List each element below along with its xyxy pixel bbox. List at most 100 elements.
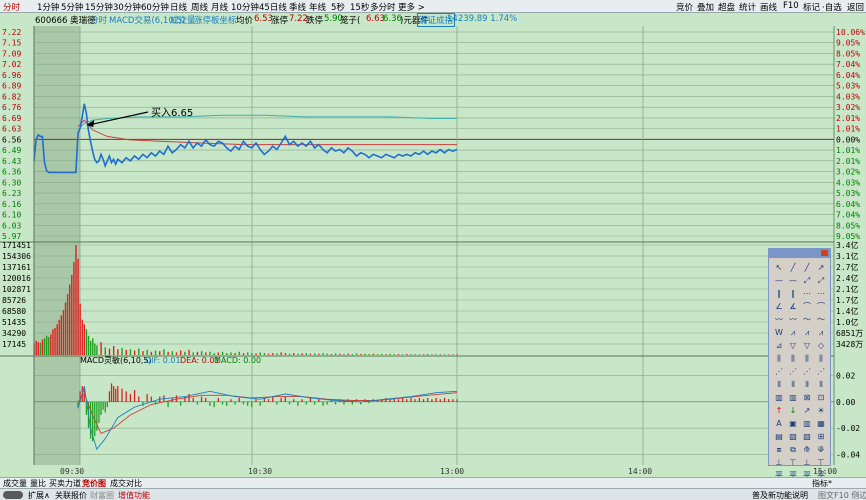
status-item-3[interactable]: 增值功能 <box>118 491 150 500</box>
draw-tool-14[interactable]: ⌒ <box>803 302 811 311</box>
toolbar-right-item-7[interactable]: ·自选 <box>822 3 842 13</box>
toolbar-right-item-1[interactable]: 叠加 <box>697 3 715 13</box>
draw-tool-10[interactable]: ⋯ <box>803 289 811 298</box>
draw-tool-38[interactable]: ⫴ <box>805 380 809 389</box>
period-tab-15[interactable]: 多分时 <box>370 3 396 13</box>
draw-tool-48[interactable]: A <box>776 419 782 428</box>
toolbar-right-item-3[interactable]: 统计 <box>739 3 757 13</box>
tab-volume[interactable]: 成交量 <box>170 16 196 26</box>
status-right-item-0[interactable]: 普及新功能说明 <box>752 491 808 500</box>
period-tab-11[interactable]: 季线 <box>289 3 307 13</box>
draw-tool-60[interactable]: ⊥ <box>775 458 783 467</box>
draw-tool-44[interactable]: ↑ <box>775 406 783 415</box>
period-tab-10[interactable]: 45日线 <box>259 3 287 13</box>
draw-tool-26[interactable]: ▽ <box>803 341 811 350</box>
toolbar-right-item-4[interactable]: 画线 <box>760 3 778 13</box>
toolbar-right-item-5[interactable]: F10 <box>783 1 799 11</box>
draw-tool-42[interactable]: ⊠ <box>803 393 811 402</box>
period-tab-8[interactable]: 月线 <box>211 3 229 13</box>
draw-tool-62[interactable]: ⊥ <box>803 458 811 467</box>
draw-tool-3[interactable]: ↗ <box>817 263 825 272</box>
draw-tool-13[interactable]: ∡ <box>789 302 797 311</box>
draw-tool-30[interactable]: ⫼ <box>805 354 809 363</box>
indicator-menu[interactable]: 指标* <box>812 479 832 488</box>
draw-tool-39[interactable]: ⫴ <box>819 380 823 389</box>
tab-fenshi-info[interactable]: 分时 <box>90 16 108 26</box>
draw-tool-7[interactable]: ⤢ <box>817 276 825 285</box>
status-item-2[interactable]: 财富圈 <box>90 491 114 500</box>
draw-tool-66[interactable]: 平 <box>803 471 811 480</box>
draw-tool-47[interactable]: ☀ <box>817 406 825 415</box>
draw-tool-55[interactable]: ⊞ <box>817 432 825 441</box>
period-tab-7[interactable]: 周线 <box>191 3 209 13</box>
period-tab-14[interactable]: 15秒 <box>350 3 370 13</box>
draw-tool-21[interactable]: ⩘ <box>790 328 796 337</box>
draw-tool-24[interactable]: ⊿ <box>775 341 783 350</box>
draw-tool-51[interactable]: ▦ <box>817 419 825 428</box>
period-tab-9[interactable]: 10分钟 <box>231 3 259 13</box>
draw-tool-19[interactable]: 〜 <box>817 315 825 324</box>
draw-tool-45[interactable]: ↓ <box>789 406 797 415</box>
index-label[interactable]: 深证成指 <box>417 13 456 27</box>
draw-tool-1[interactable]: ╱ <box>790 263 796 272</box>
period-tab-6[interactable]: 日线 <box>170 3 188 13</box>
draw-tool-2[interactable]: ╱ <box>804 263 810 272</box>
indicator-tab-2[interactable]: 买卖力道 <box>49 479 81 488</box>
status-item-1[interactable]: 关联报价 <box>55 491 87 500</box>
tab-macd-trade[interactable]: MACD交易(6,10,5) <box>109 16 186 26</box>
toolbar-right-item-0[interactable]: 竞价 <box>676 3 694 13</box>
draw-tool-22[interactable]: ⩘ <box>804 328 810 337</box>
draw-tool-20[interactable]: W <box>775 328 783 337</box>
period-tab-2[interactable]: 5分钟 <box>61 3 84 13</box>
draw-tool-50[interactable]: ▥ <box>803 419 811 428</box>
draw-tool-15[interactable]: ⌒ <box>817 302 825 311</box>
draw-tool-63[interactable]: ⊤ <box>817 458 825 467</box>
draw-tool-29[interactable]: ⫼ <box>791 354 795 363</box>
period-tab-12[interactable]: 年线 <box>309 3 327 13</box>
indicator-tab-4[interactable]: 成交对比 <box>110 479 142 488</box>
draw-tool-9[interactable]: ∥ <box>791 289 795 298</box>
draw-tool-65[interactable]: 平 <box>789 471 797 480</box>
draw-tool-57[interactable]: ⧉ <box>790 445 796 454</box>
draw-tool-41[interactable]: ▥ <box>789 393 797 402</box>
period-tab-1[interactable]: 1分钟 <box>37 3 60 13</box>
draw-tool-36[interactable]: ⫴ <box>777 380 781 389</box>
period-tab-4[interactable]: 30分钟 <box>113 3 141 13</box>
draw-tool-35[interactable]: ⋰ <box>817 367 825 376</box>
status-right-item-1[interactable]: 图文F10 侧边栏 <box>818 491 866 500</box>
draw-tool-25[interactable]: ▽ <box>789 341 797 350</box>
indicator-tab-3[interactable]: 竞价图 <box>82 479 106 488</box>
draw-tool-40[interactable]: ▥ <box>775 393 783 402</box>
draw-tool-11[interactable]: ⋯ <box>817 289 825 298</box>
close-icon[interactable] <box>821 250 828 256</box>
draw-tool-28[interactable]: ⫼ <box>777 354 781 363</box>
draw-tool-23[interactable]: ⩘ <box>818 328 824 337</box>
status-item-0[interactable]: 扩展∧ <box>28 491 50 500</box>
toolbar-right-item-8[interactable]: 返回 <box>847 3 865 13</box>
toolbar-right-item-6[interactable]: 标记 <box>803 3 821 13</box>
draw-tool-16[interactable]: 〰 <box>775 315 783 324</box>
draw-tool-8[interactable]: ∥ <box>777 289 781 298</box>
draw-tool-18[interactable]: 〜 <box>803 315 811 324</box>
toolbar-right-item-2[interactable]: 超盘 <box>718 3 736 13</box>
draw-tool-59[interactable]: ⟱ <box>817 445 825 454</box>
draw-tool-31[interactable]: ⫼ <box>819 354 823 363</box>
draw-tool-34[interactable]: ⋰ <box>803 367 811 376</box>
draw-tool-46[interactable]: ↗ <box>803 406 811 415</box>
period-tab-0[interactable]: 分时 <box>3 3 21 13</box>
draw-tool-64[interactable]: 平 <box>775 471 783 480</box>
draw-tool-12[interactable]: ∠ <box>775 302 783 311</box>
draw-tool-49[interactable]: ▣ <box>789 419 797 428</box>
draw-tool-4[interactable]: — <box>775 276 783 285</box>
period-tab-13[interactable]: 5秒 <box>331 3 345 13</box>
draw-tool-52[interactable]: ▤ <box>775 432 783 441</box>
draw-tool-32[interactable]: ⋰ <box>775 367 783 376</box>
draw-tool-61[interactable]: ⊤ <box>789 458 797 467</box>
draw-tool-33[interactable]: ⋰ <box>789 367 797 376</box>
toolbox-titlebar[interactable] <box>769 249 830 258</box>
draw-tool-0[interactable]: ↖ <box>775 263 783 272</box>
draw-tool-58[interactable]: ⟰ <box>803 445 811 454</box>
draw-tool-54[interactable]: ▨ <box>803 432 811 441</box>
draw-tool-67[interactable]: 平 <box>817 471 825 480</box>
draw-tool-53[interactable]: ▧ <box>789 432 797 441</box>
